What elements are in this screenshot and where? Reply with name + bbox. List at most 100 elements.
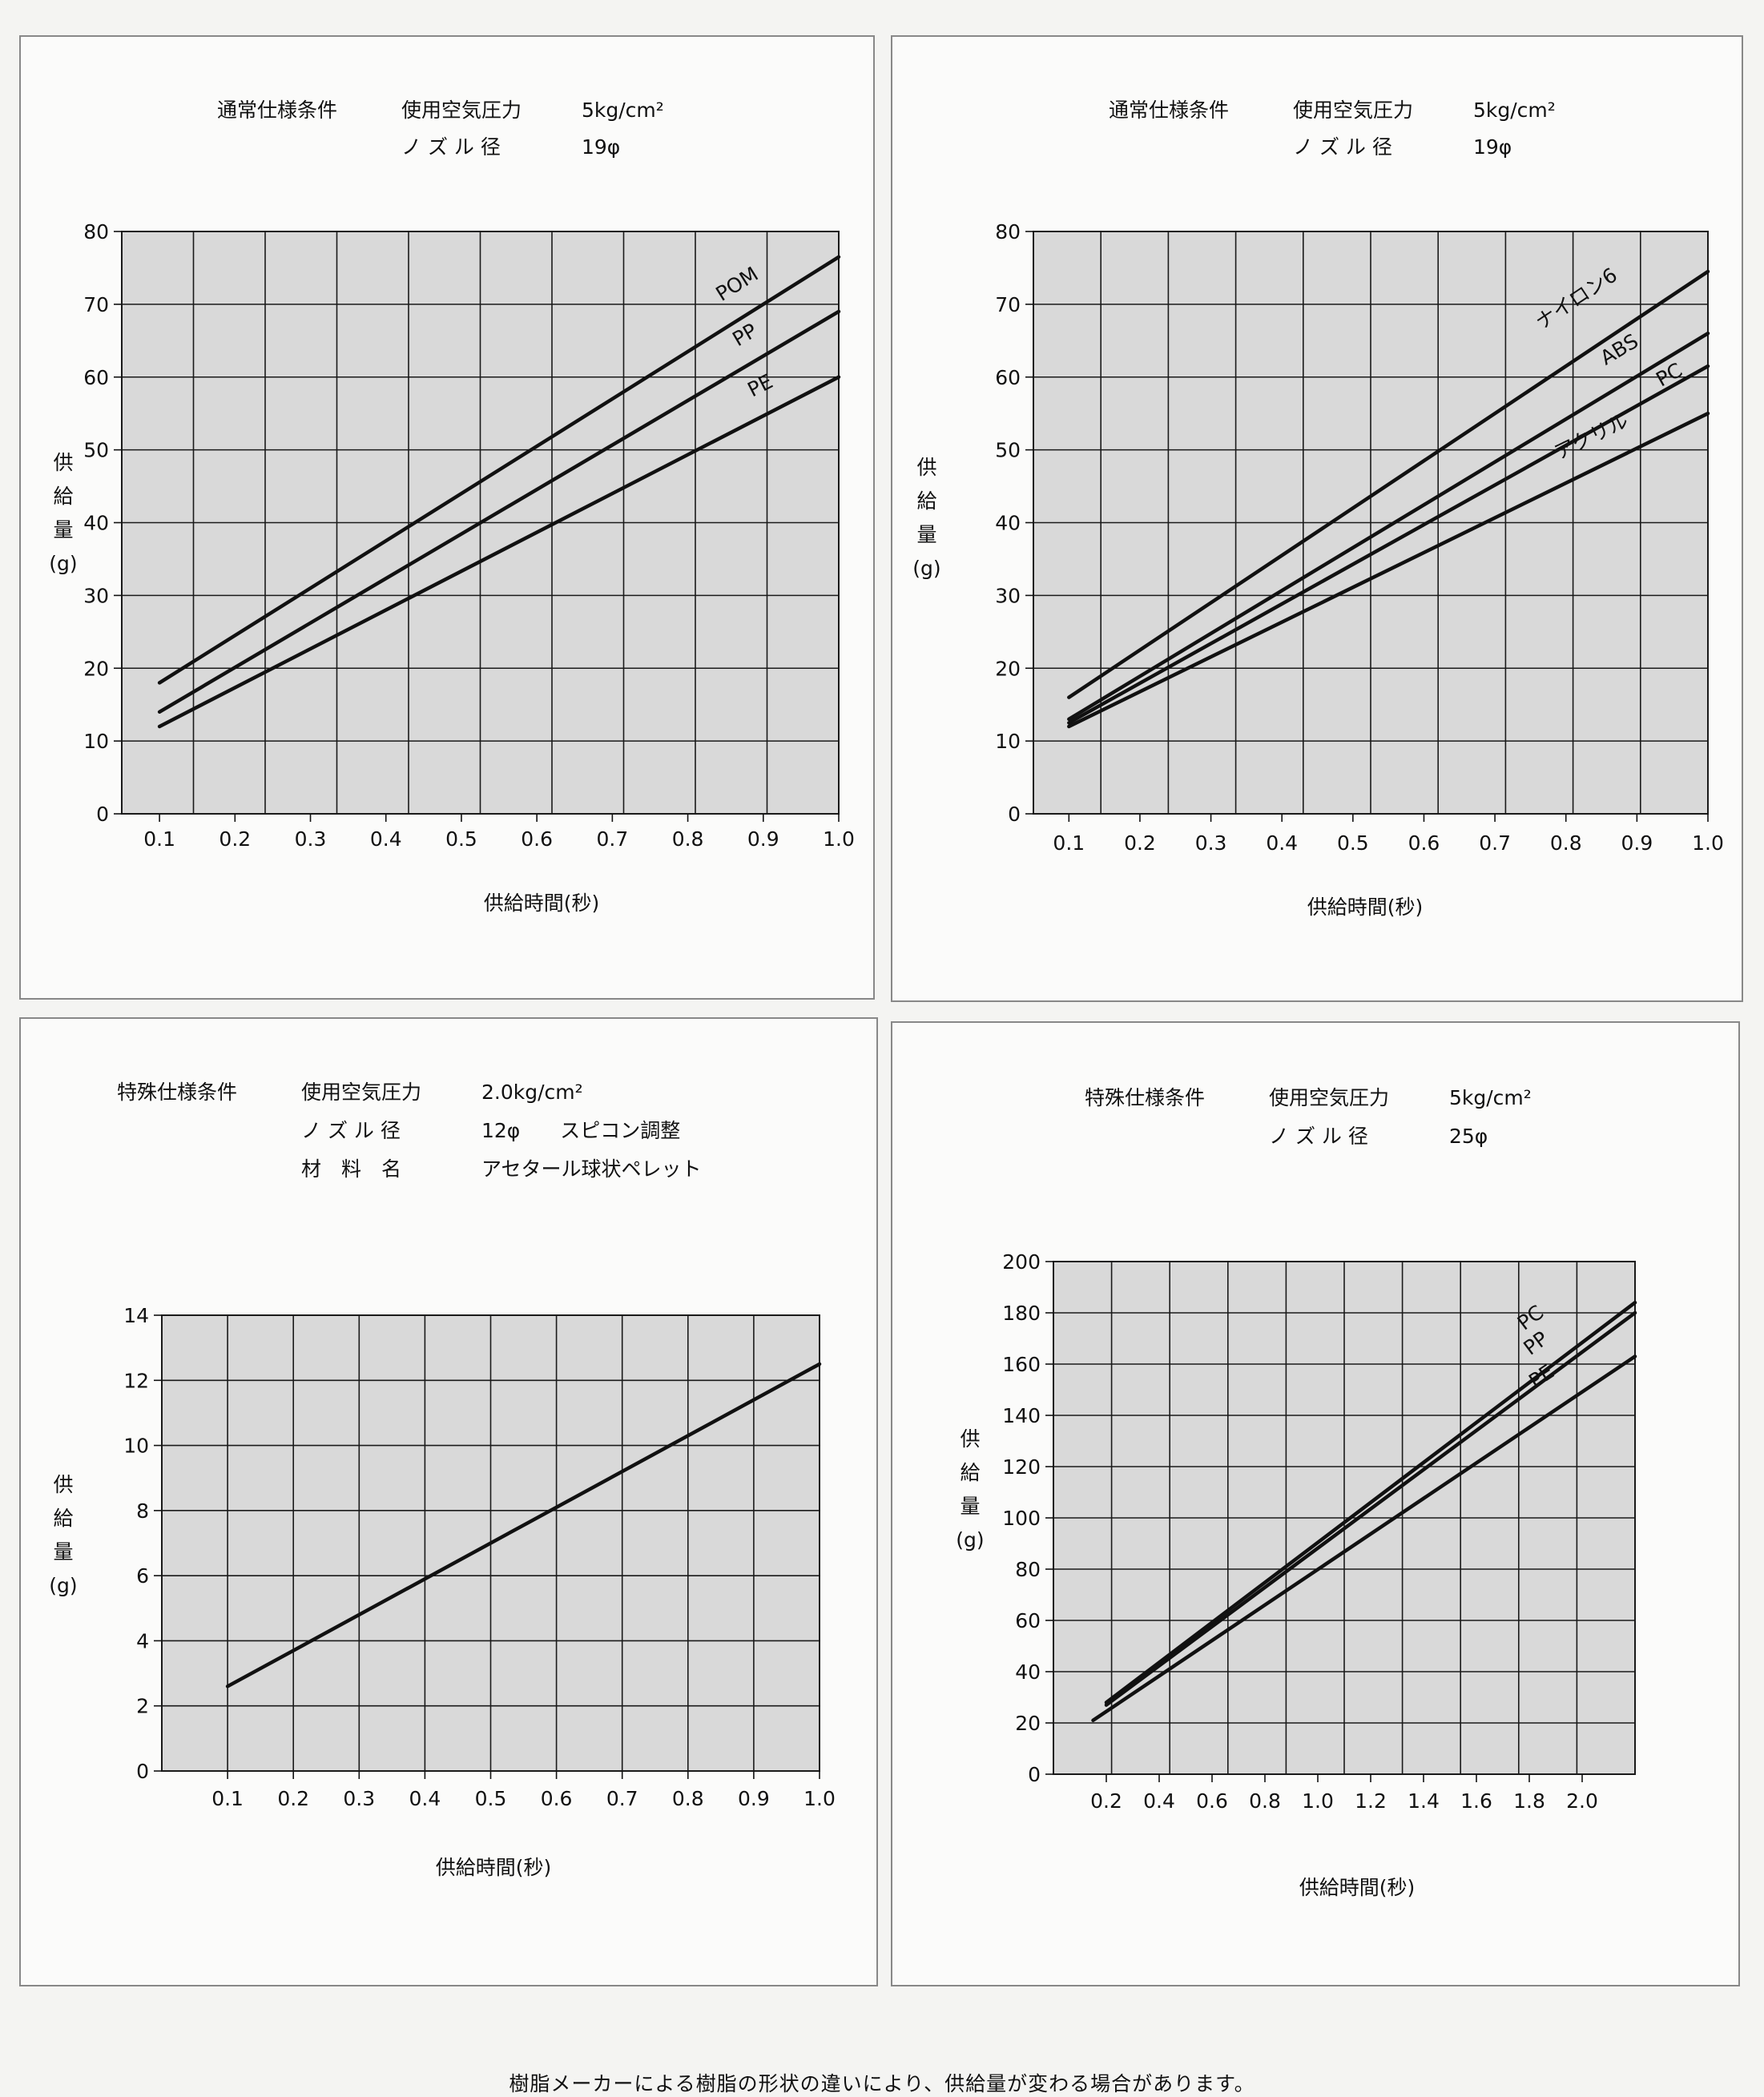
x-tick-label: 0.4 <box>1266 831 1298 855</box>
x-tick-label: 0.1 <box>143 827 175 851</box>
header-cell: 25φ <box>1449 1125 1488 1148</box>
y-tick-label: 10 <box>83 730 109 753</box>
y-axis-label: (g) <box>956 1528 984 1552</box>
y-axis-label: 量 <box>960 1495 980 1518</box>
y-tick-label: 80 <box>995 220 1021 244</box>
header-cell: 材 料 名 <box>301 1157 401 1181</box>
header-cell: 5kg/cm² <box>582 99 664 122</box>
y-tick-label: 120 <box>1002 1455 1041 1479</box>
y-tick-label: 14 <box>123 1304 149 1327</box>
y-tick-label: 80 <box>83 220 109 244</box>
x-tick-label: 0.8 <box>1550 831 1582 855</box>
x-tick-label: 0.5 <box>445 827 477 851</box>
x-tick-label: 1.8 <box>1513 1789 1545 1813</box>
x-tick-label: 0.6 <box>541 1787 573 1810</box>
series-line <box>1067 269 1710 699</box>
x-tick-label: 0.7 <box>1479 831 1511 855</box>
y-tick-label: 30 <box>83 584 109 607</box>
series-line <box>225 1362 822 1688</box>
y-tick-label: 40 <box>83 512 109 535</box>
y-tick-label: 20 <box>83 657 109 680</box>
header-cell: 特殊仕様条件 <box>117 1081 237 1104</box>
y-axis-label: (g) <box>49 1574 77 1597</box>
x-tick-label: 0.2 <box>277 1787 309 1810</box>
y-tick-label: 200 <box>1002 1250 1041 1274</box>
y-axis-label: 給 <box>53 485 73 508</box>
chart-3: 特殊仕様条件 使用空気圧力 2.0kg/cm² ノ ズ ル 径 12φ スピコン調整材 … <box>49 1081 836 1879</box>
y-tick-label: 40 <box>995 512 1021 535</box>
header-cell: ノ ズ ル 径 <box>1269 1125 1368 1148</box>
x-tick-label: 0.4 <box>1143 1789 1175 1813</box>
y-tick-label: 180 <box>1002 1302 1041 1325</box>
header-cell: 19φ <box>582 135 620 159</box>
x-tick-label: 0.8 <box>672 827 704 851</box>
x-tick-label: 0.5 <box>475 1787 507 1810</box>
x-tick-label: 0.3 <box>1195 831 1227 855</box>
y-axis-label: 給 <box>916 489 936 513</box>
y-tick-label: 0 <box>1028 1763 1041 1786</box>
y-tick-label: 20 <box>1015 1712 1041 1735</box>
y-axis-label: 給 <box>53 1507 73 1530</box>
chart-4: 特殊仕様条件 使用空気圧力 5kg/cm² ノ ズ ル 径 25φ 0 20 40 60 80 10… <box>956 1086 1637 1899</box>
header-cell: 使用空気圧力 <box>401 99 522 122</box>
series-line <box>1067 411 1710 729</box>
x-tick-label: 1.4 <box>1408 1789 1440 1813</box>
x-tick-label: 1.2 <box>1355 1789 1387 1813</box>
series-line <box>1104 1310 1637 1707</box>
x-axis-label: 供給時間(秒) <box>484 892 600 915</box>
x-tick-label: 0.4 <box>370 827 402 851</box>
y-axis-label: 給 <box>960 1461 980 1484</box>
header-cell: アセタール球状ペレット <box>481 1157 702 1181</box>
x-tick-label: 0.9 <box>747 827 779 851</box>
y-tick-label: 60 <box>995 366 1021 389</box>
chart-panel-4: 特殊仕様条件 使用空気圧力 5kg/cm² ノ ズ ル 径 25φ 0 20 40 60 80 10… <box>891 1021 1740 1986</box>
chart-panel-3: 特殊仕様条件 使用空気圧力 2.0kg/cm² ノ ズ ル 径 12φ スピコン調整材 … <box>19 1017 878 1986</box>
chart-2: 通常仕様条件 使用空気圧力 5kg/cm² ノ ズ ル 径 19φ 0 10 20 30 40 50… <box>912 99 1724 919</box>
header-cell: ノ ズ ル 径 <box>401 135 501 159</box>
x-tick-label: 0.2 <box>219 827 251 851</box>
y-tick-label: 70 <box>83 293 109 316</box>
y-tick-label: 80 <box>1015 1558 1041 1581</box>
series-line <box>157 375 841 729</box>
y-tick-label: 0 <box>1008 803 1021 826</box>
header-cell: 使用空気圧力 <box>1293 99 1413 122</box>
header-cell: 使用空気圧力 <box>301 1081 421 1104</box>
x-tick-label: 1.0 <box>803 1787 836 1810</box>
y-tick-label: 60 <box>83 366 109 389</box>
header-cell: 2.0kg/cm² <box>481 1081 583 1104</box>
header-cell: 特殊仕様条件 <box>1085 1086 1205 1109</box>
y-tick-label: 140 <box>1002 1404 1041 1427</box>
y-tick-label: 50 <box>83 439 109 462</box>
x-tick-label: 1.6 <box>1460 1789 1492 1813</box>
x-axis-label: 供給時間(秒) <box>1299 1876 1416 1899</box>
x-tick-label: 0.7 <box>596 827 628 851</box>
header-cell: 5kg/cm² <box>1449 1086 1532 1109</box>
x-tick-label: 0.3 <box>295 827 327 851</box>
y-tick-label: 40 <box>1015 1660 1041 1684</box>
y-tick-label: 70 <box>995 293 1021 316</box>
y-axis-label: 量 <box>916 523 936 546</box>
x-axis-label: 供給時間(秒) <box>436 1856 552 1879</box>
series-line <box>157 309 841 714</box>
header-cell: 5kg/cm² <box>1473 99 1556 122</box>
x-tick-label: 0.8 <box>672 1787 704 1810</box>
x-tick-label: 0.6 <box>521 827 553 851</box>
y-tick-label: 10 <box>995 730 1021 753</box>
x-tick-label: 0.2 <box>1090 1789 1122 1813</box>
series-line <box>157 255 841 685</box>
y-tick-label: 50 <box>995 439 1021 462</box>
chart-panel-2: 通常仕様条件 使用空気圧力 5kg/cm² ノ ズ ル 径 19φ 0 10 20 30 40 50… <box>891 35 1743 1002</box>
x-tick-label: 1.0 <box>1302 1789 1334 1813</box>
x-tick-label: 0.6 <box>1196 1789 1228 1813</box>
chart-panel-1: 通常仕様条件 使用空気圧力 5kg/cm² ノ ズ ル 径 19φ 0 10 20 30 40 50… <box>19 35 875 1000</box>
y-axis-label: (g) <box>49 552 77 575</box>
x-tick-label: 0.2 <box>1124 831 1156 855</box>
y-tick-label: 0 <box>96 803 109 826</box>
y-axis-label: 量 <box>53 518 73 541</box>
y-axis-label: 量 <box>53 1540 73 1564</box>
y-tick-label: 100 <box>1002 1507 1041 1530</box>
x-tick-label: 1.0 <box>1692 831 1724 855</box>
y-tick-label: 160 <box>1002 1353 1041 1376</box>
y-axis-label: (g) <box>912 557 940 580</box>
y-tick-label: 8 <box>136 1499 149 1523</box>
